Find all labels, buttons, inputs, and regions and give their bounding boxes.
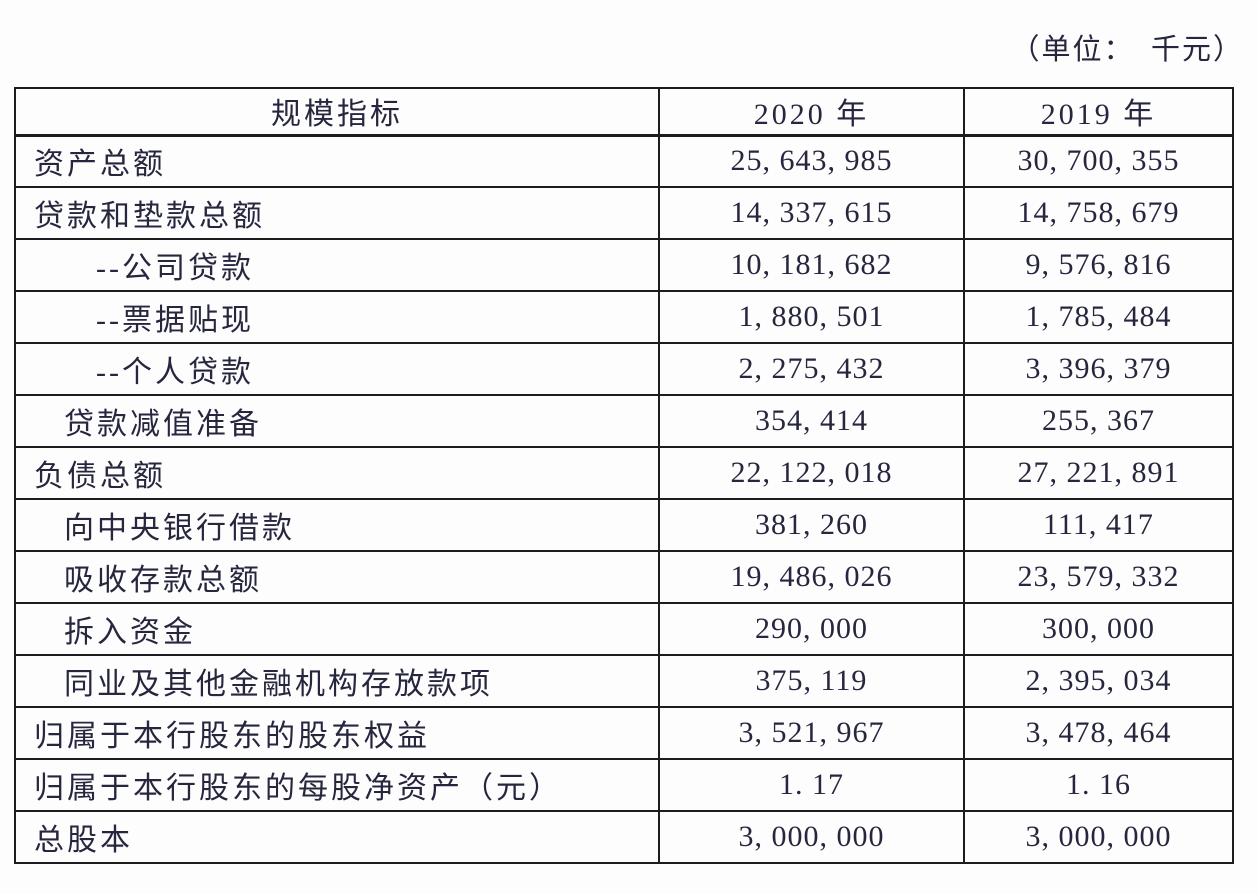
row-label: 贷款和垫款总额 (14, 186, 660, 240)
value-2019: 3, 396, 379 (963, 342, 1234, 396)
table-row: --公司贷款 10, 181, 682 9, 576, 816 (14, 238, 1234, 292)
value-2020: 10, 181, 682 (658, 238, 965, 292)
unit-note: （单位： 千元） (1010, 34, 1244, 66)
value-2019: 27, 221, 891 (963, 446, 1234, 500)
row-label: --票据贴现 (14, 290, 660, 344)
value-2019: 3, 000, 000 (963, 810, 1234, 864)
value-2020: 381, 260 (658, 498, 965, 552)
value-2019: 2, 395, 034 (963, 654, 1234, 708)
financial-metrics-table: 规模指标 2020 年 2019 年 资产总额 25, 643, 985 30, 7… (14, 87, 1234, 864)
table-row: 吸收存款总额 19, 486, 026 23, 579, 332 (14, 550, 1234, 604)
value-2020: 375, 119 (658, 654, 965, 708)
header-row: 规模指标 2020 年 2019 年 (14, 87, 1234, 137)
table-row: --票据贴现 1, 880, 501 1, 785, 484 (14, 290, 1234, 344)
table-row: 贷款减值准备 354, 414 255, 367 (14, 394, 1234, 448)
column-header-2020: 2020 年 (658, 87, 965, 137)
value-2019: 23, 579, 332 (963, 550, 1234, 604)
value-2019: 255, 367 (963, 394, 1234, 448)
value-2020: 19, 486, 026 (658, 550, 965, 604)
value-2020: 22, 122, 018 (658, 446, 965, 500)
value-2020: 2, 275, 432 (658, 342, 965, 396)
value-2019: 1, 785, 484 (963, 290, 1234, 344)
row-label: 向中央银行借款 (14, 498, 660, 552)
table-row: 向中央银行借款 381, 260 111, 417 (14, 498, 1234, 552)
value-2020: 1. 17 (658, 758, 965, 812)
value-2020: 25, 643, 985 (658, 134, 965, 188)
value-2020: 3, 521, 967 (658, 706, 965, 760)
value-2020: 354, 414 (658, 394, 965, 448)
value-2019: 30, 700, 355 (963, 134, 1234, 188)
table-row: --个人贷款 2, 275, 432 3, 396, 379 (14, 342, 1234, 396)
value-2019: 1. 16 (963, 758, 1234, 812)
value-2020: 3, 000, 000 (658, 810, 965, 864)
column-header-2019: 2019 年 (963, 87, 1234, 137)
table-row: 归属于本行股东的股东权益 3, 521, 967 3, 478, 464 (14, 706, 1234, 760)
row-label: --公司贷款 (14, 238, 660, 292)
table-row: 资产总额 25, 643, 985 30, 700, 355 (14, 134, 1234, 188)
row-label: 总股本 (14, 810, 660, 864)
row-label: 同业及其他金融机构存放款项 (14, 654, 660, 708)
table-row: 同业及其他金融机构存放款项 375, 119 2, 395, 034 (14, 654, 1234, 708)
value-2019: 300, 000 (963, 602, 1234, 656)
row-label: 负债总额 (14, 446, 660, 500)
row-label: 贷款减值准备 (14, 394, 660, 448)
value-2019: 14, 758, 679 (963, 186, 1234, 240)
row-label: 归属于本行股东的股东权益 (14, 706, 660, 760)
table-row: 拆入资金 290, 000 300, 000 (14, 602, 1234, 656)
row-label: 资产总额 (14, 134, 660, 188)
table-row: 负债总额 22, 122, 018 27, 221, 891 (14, 446, 1234, 500)
row-label: 吸收存款总额 (14, 550, 660, 604)
value-2019: 9, 576, 816 (963, 238, 1234, 292)
row-label: 拆入资金 (14, 602, 660, 656)
column-header-indicator: 规模指标 (14, 87, 660, 137)
value-2020: 290, 000 (658, 602, 965, 656)
table-row: 归属于本行股东的每股净资产（元） 1. 17 1. 16 (14, 758, 1234, 812)
row-label: --个人贷款 (14, 342, 660, 396)
value-2019: 3, 478, 464 (963, 706, 1234, 760)
row-label: 归属于本行股东的每股净资产（元） (14, 758, 660, 812)
value-2019: 111, 417 (963, 498, 1234, 552)
table-row: 总股本 3, 000, 000 3, 000, 000 (14, 810, 1234, 864)
value-2020: 1, 880, 501 (658, 290, 965, 344)
value-2020: 14, 337, 615 (658, 186, 965, 240)
table-row: 贷款和垫款总额 14, 337, 615 14, 758, 679 (14, 186, 1234, 240)
